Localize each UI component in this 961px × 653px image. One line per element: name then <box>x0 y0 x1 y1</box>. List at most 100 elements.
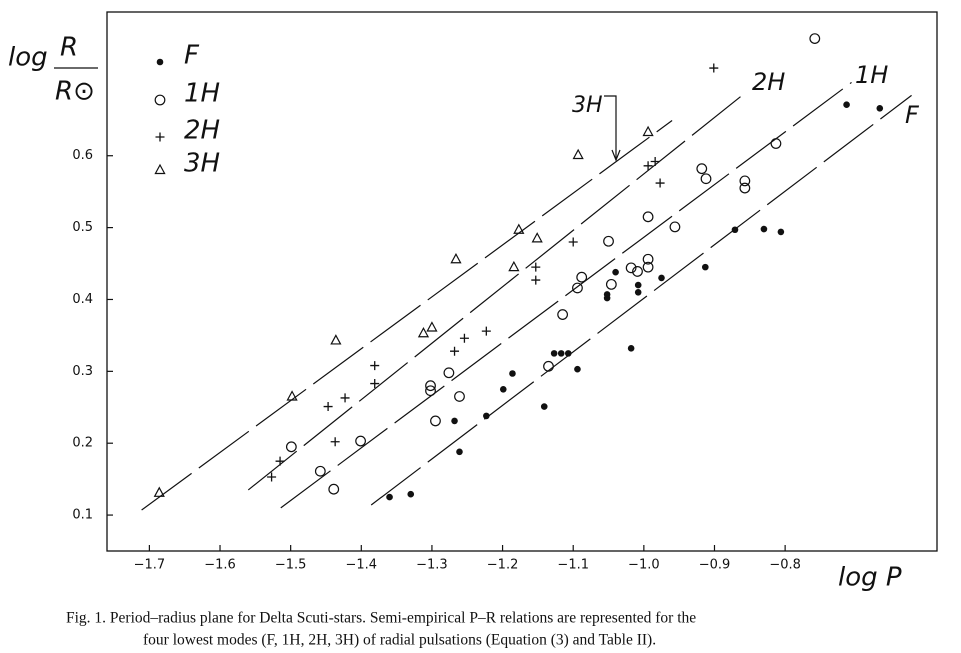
data-point <box>739 175 751 187</box>
x-axis-label: log P <box>838 563 902 593</box>
legend-marker <box>154 163 166 175</box>
data-point <box>285 441 297 453</box>
data-point <box>627 345 635 352</box>
data-point <box>454 391 465 402</box>
data-point <box>483 412 490 420</box>
data-point <box>267 472 277 482</box>
data-point <box>702 263 709 271</box>
legend-marker <box>155 132 165 142</box>
data-point <box>531 232 543 243</box>
y-axis-label: R <box>60 33 78 63</box>
data-point <box>550 350 558 357</box>
data-point <box>450 346 460 356</box>
x-tick-label: −1.0 <box>628 558 660 573</box>
x-tick-label: −0.8 <box>769 558 801 573</box>
data-point <box>696 163 708 175</box>
data-point <box>513 223 525 234</box>
x-tick-label: −1.4 <box>346 558 378 573</box>
relation-line <box>370 94 912 506</box>
caption: Fig. 1. Period–radius plane for Delta Sc… <box>66 610 696 627</box>
data-point <box>634 288 642 296</box>
data-point <box>643 161 653 171</box>
data-point <box>739 182 751 194</box>
data-point <box>642 253 654 265</box>
x-tick-label: −0.9 <box>699 558 731 573</box>
legend-label: 2H <box>184 116 220 146</box>
y-tick-label: 0.3 <box>72 364 93 379</box>
data-point <box>658 274 665 282</box>
data-point <box>355 435 366 447</box>
data-point <box>330 437 340 447</box>
data-point <box>876 105 884 112</box>
data-point <box>731 226 739 234</box>
data-point <box>425 380 436 392</box>
plot-frame <box>106 11 938 552</box>
y-axis-label: R⊙ <box>55 77 95 107</box>
data-point <box>843 101 850 109</box>
data-point <box>340 393 350 403</box>
data-point <box>603 235 614 247</box>
x-tick-label: −1.2 <box>487 558 519 573</box>
data-point <box>612 268 619 276</box>
data-point <box>314 465 326 477</box>
data-point <box>809 33 821 44</box>
data-point <box>153 486 165 497</box>
data-point <box>576 271 588 283</box>
data-point <box>603 291 611 298</box>
annotation-arrow <box>604 95 617 158</box>
data-point <box>425 385 436 397</box>
data-point <box>642 211 654 223</box>
x-tick-label: −1.1 <box>557 558 589 573</box>
relation-label: F <box>905 101 920 129</box>
data-point <box>451 417 458 425</box>
data-point <box>568 237 578 247</box>
data-point <box>443 367 455 379</box>
legend-label: 3H <box>184 149 220 179</box>
data-point <box>634 281 642 289</box>
data-point <box>574 365 581 373</box>
data-point <box>499 386 507 393</box>
legend-marker <box>154 94 166 106</box>
data-point <box>709 63 719 73</box>
y-tick-label: 0.1 <box>72 508 93 523</box>
data-point <box>700 173 712 185</box>
data-point <box>572 148 584 160</box>
data-point <box>386 493 393 501</box>
legend-label: F <box>184 41 200 71</box>
relation-label: 1H <box>855 61 888 89</box>
relation-line <box>141 120 673 511</box>
y-tick-label: 0.2 <box>72 436 93 451</box>
x-tick-label: −1.6 <box>204 558 236 573</box>
data-point <box>481 326 491 336</box>
data-point <box>370 379 380 389</box>
data-point <box>642 125 654 137</box>
annotation-arrowhead <box>611 149 621 162</box>
data-point <box>642 261 654 273</box>
relation-line <box>247 92 746 491</box>
data-point <box>564 350 572 357</box>
data-point <box>286 390 298 401</box>
relation-label: 2H <box>752 68 785 96</box>
data-point <box>540 403 548 410</box>
data-point <box>543 360 554 372</box>
data-point <box>531 262 541 272</box>
data-point <box>531 275 541 285</box>
data-point <box>669 221 681 233</box>
data-point <box>330 334 342 345</box>
x-tick-label: −1.7 <box>134 558 166 573</box>
data-point <box>557 309 569 320</box>
data-point <box>417 326 430 338</box>
x-tick-label: −1.5 <box>275 558 307 573</box>
x-tick-label: −1.3 <box>416 558 448 573</box>
legend-label: 1H <box>184 79 220 109</box>
y-tick-label: 0.5 <box>72 220 93 235</box>
data-point <box>777 228 785 236</box>
data-point <box>426 321 438 332</box>
data-point <box>632 266 643 277</box>
data-point <box>430 415 441 427</box>
data-point <box>625 262 637 274</box>
y-tick-label: 0.4 <box>72 292 93 307</box>
caption: four lowest modes (F, 1H, 2H, 3H) of rad… <box>143 632 656 649</box>
legend-marker <box>156 58 164 66</box>
